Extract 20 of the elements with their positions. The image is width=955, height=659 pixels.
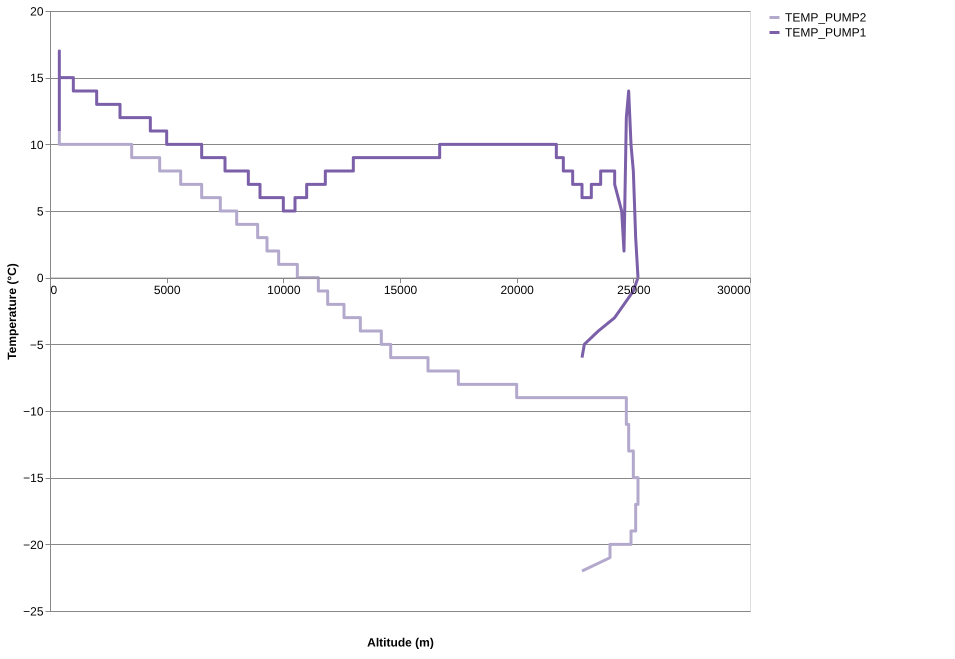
- y-axis-title: Temperature (°C): [5, 263, 20, 360]
- x-tick-label: 0: [50, 283, 58, 298]
- legend-label: TEMP_PUMP2: [785, 10, 867, 24]
- y-tick-label: 15: [30, 71, 44, 86]
- y-tick-label: 5: [36, 204, 44, 218]
- x-tick-label: 10000: [267, 283, 301, 298]
- x-tick-label: 20000: [500, 283, 534, 298]
- y-tick-label: −10: [23, 404, 44, 418]
- x-tick-label: 5000: [154, 283, 181, 298]
- legend-label: TEMP_PUMP1: [785, 26, 867, 40]
- y-tick-label: −5: [30, 338, 44, 352]
- y-tick-label: −25: [23, 604, 44, 618]
- x-tick-label: 30000: [717, 283, 751, 298]
- x-axis-title: Altitude (m): [367, 636, 434, 650]
- y-tick-label: 20: [30, 4, 44, 18]
- y-tick-label: 10: [30, 138, 44, 152]
- y-tick-label: −15: [23, 471, 44, 486]
- y-tick-label: 0: [36, 271, 44, 286]
- x-tick-label: 15000: [384, 283, 418, 298]
- y-tick-label: −20: [23, 538, 44, 552]
